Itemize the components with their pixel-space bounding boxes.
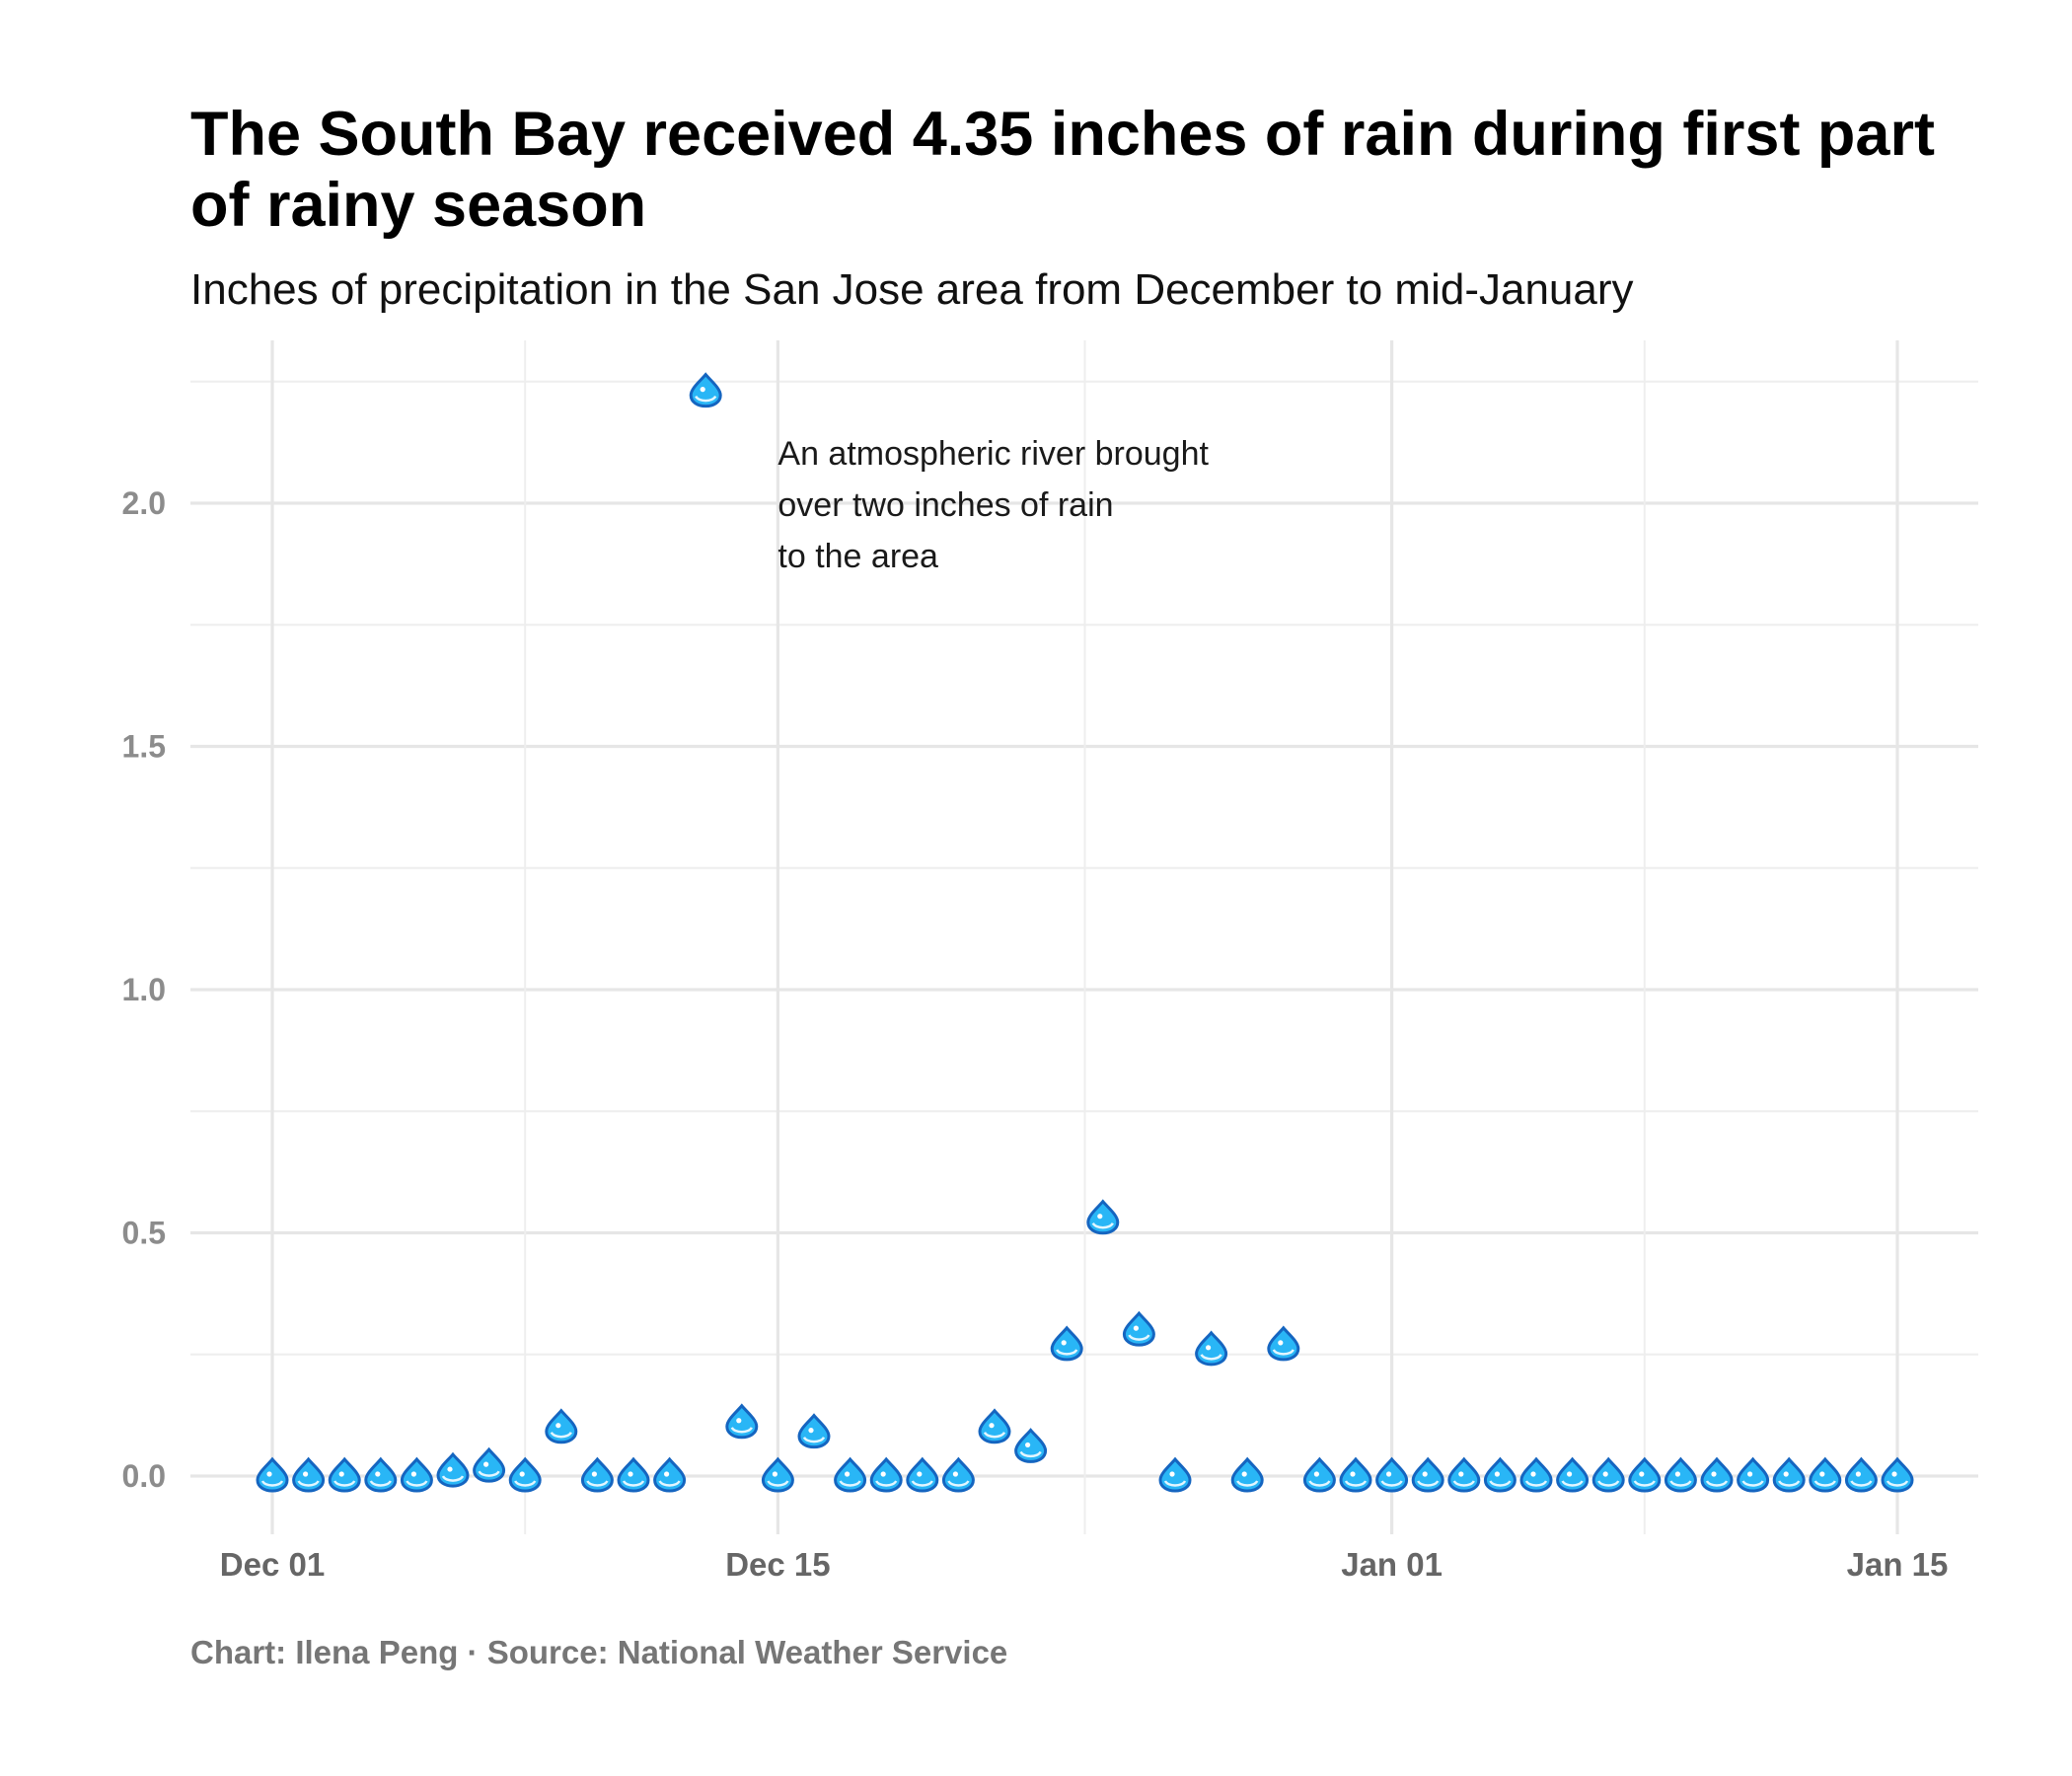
- droplet-icon: [1483, 1456, 1517, 1493]
- droplet-icon: [545, 1408, 578, 1444]
- x-tick-label: Dec 15: [725, 1546, 830, 1583]
- droplet-icon: [1809, 1456, 1842, 1493]
- droplet-icon: [978, 1408, 1011, 1444]
- droplet-icon: [689, 372, 722, 408]
- annotation-line: An atmospheric river brought: [777, 435, 1209, 473]
- x-tick-label: Jan 15: [1847, 1546, 1949, 1583]
- droplet-icon: [400, 1456, 433, 1493]
- y-tick-label: 0.0: [122, 1458, 166, 1494]
- droplet-icon: [256, 1456, 289, 1493]
- y-tick-label: 0.5: [122, 1216, 166, 1251]
- droplet-icon: [617, 1456, 650, 1493]
- droplet-icon: [1519, 1456, 1553, 1493]
- droplet-icon: [1122, 1310, 1155, 1347]
- droplet-icon: [328, 1456, 361, 1493]
- droplet-icon: [1050, 1325, 1083, 1362]
- x-tick-label: Jan 01: [1341, 1546, 1443, 1583]
- droplet-icon: [1158, 1456, 1192, 1493]
- droplet-icon: [1664, 1456, 1697, 1493]
- chart-caption: Chart: Ilena Peng · Source: National Wea…: [190, 1634, 1008, 1670]
- droplet-icon: [1628, 1456, 1662, 1493]
- droplet-icon: [834, 1456, 867, 1493]
- y-tick-label: 2.0: [122, 485, 166, 521]
- droplet-icon: [436, 1451, 470, 1488]
- chart-subtitle: Inches of precipitation in the San Jose …: [190, 265, 1634, 314]
- droplet-icon: [1339, 1456, 1372, 1493]
- droplet-icon: [1411, 1456, 1444, 1493]
- annotation-line: to the area: [777, 538, 938, 575]
- droplet-icon: [364, 1456, 398, 1493]
- y-tick-label: 1.0: [122, 972, 166, 1007]
- droplet-icon: [1375, 1456, 1409, 1493]
- droplet-icon: [1302, 1456, 1336, 1493]
- droplet-icon: [1556, 1456, 1590, 1493]
- droplet-icon: [1230, 1456, 1264, 1493]
- droplet-icon: [473, 1446, 506, 1483]
- droplet-icon: [508, 1456, 542, 1493]
- droplet-icon: [653, 1456, 687, 1493]
- droplet-icon: [1737, 1456, 1770, 1493]
- droplet-icon: [1700, 1456, 1734, 1493]
- droplet-icon: [292, 1456, 326, 1493]
- droplet-icon: [725, 1403, 759, 1440]
- annotation-line: over two inches of rain: [777, 486, 1113, 524]
- droplet-icon: [1772, 1456, 1806, 1493]
- droplet-icon: [797, 1413, 831, 1449]
- droplet-icon: [941, 1456, 975, 1493]
- droplet-icon: [580, 1456, 614, 1493]
- droplet-icon: [1844, 1456, 1878, 1493]
- droplet-icon: [1447, 1456, 1481, 1493]
- droplet-icon: [1014, 1428, 1048, 1463]
- droplet-icon: [761, 1456, 794, 1493]
- droplet-icon: [1195, 1330, 1228, 1367]
- droplet-icon: [1267, 1325, 1300, 1362]
- droplet-icon: [869, 1456, 903, 1493]
- y-tick-label: 1.5: [122, 729, 166, 765]
- droplet-icon: [1881, 1456, 1914, 1493]
- chart-title: The South Bay received 4.35 inches of ra…: [190, 100, 1935, 240]
- droplet-icon: [906, 1456, 939, 1493]
- droplet-icon: [1591, 1456, 1625, 1493]
- x-tick-label: Dec 01: [220, 1546, 325, 1583]
- droplet-icon: [1086, 1199, 1120, 1235]
